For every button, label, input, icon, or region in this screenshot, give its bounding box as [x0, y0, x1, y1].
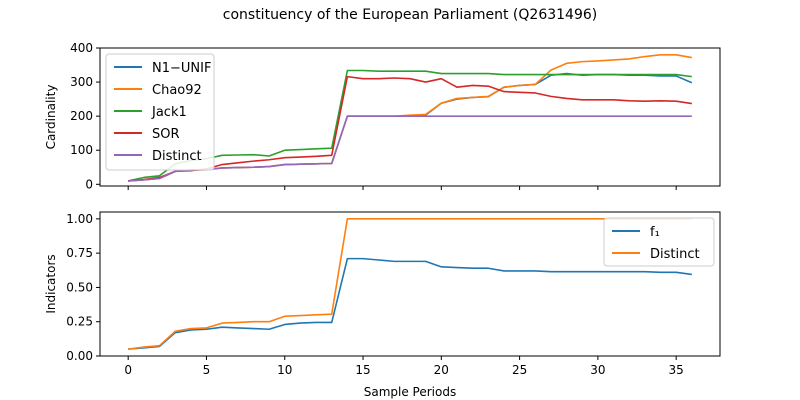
legend-label: SOR [152, 127, 180, 142]
legend: N1−UNIF Chao92 Jack1 SOR Distinct [105, 53, 215, 171]
chart-title: constituency of the European Parliament … [223, 7, 597, 23]
y-tick-label: 400 [70, 41, 93, 55]
series-line-3 [128, 75, 692, 182]
cardinality-panel: 0 100 200 300 400 Cardinality N1−UNIF Chao92 Jac… [44, 41, 721, 191]
legend-label: Chao92 [152, 83, 202, 98]
y-tick-label: 100 [70, 143, 93, 157]
series-line-1 [128, 218, 692, 350]
legend-label: f₁ [650, 225, 660, 240]
y-tick-label: 0.00 [66, 349, 93, 363]
legend-label: Jack1 [151, 105, 187, 120]
y-tick-label: 0 [85, 177, 93, 191]
y-tick-label: 300 [70, 75, 93, 89]
x-tick-label: 15 [355, 363, 370, 377]
x-tick-label: 35 [669, 363, 684, 377]
x-tick-label: 30 [590, 363, 605, 377]
x-tick-label: 25 [512, 363, 527, 377]
y-tick-label: 200 [70, 109, 93, 123]
legend-box [105, 53, 215, 171]
y-tick-label: 0.50 [66, 280, 93, 294]
y-tick-label: 1.00 [66, 212, 93, 226]
x-tick-label: 5 [203, 363, 211, 377]
indicators-panel: 0 5 10 15 20 25 30 35 0.00 0.25 0.50 0.75 1.00 Indica… [44, 211, 721, 399]
series-line-0 [128, 257, 692, 350]
plot-frame [99, 47, 721, 187]
series-line-2 [128, 69, 692, 182]
x-tick-label: 0 [124, 363, 132, 377]
y-tick-label: 0.75 [66, 246, 93, 260]
y-tick-label: 0.25 [66, 315, 93, 329]
x-tick-label: 20 [434, 363, 449, 377]
series-line-4 [128, 115, 692, 182]
plot-frame [99, 211, 721, 357]
y-axis-label: Indicators [44, 254, 58, 313]
x-axis-label: Sample Periods [364, 385, 456, 399]
legend: f₁ Distinct [603, 217, 715, 267]
legend-label: N1−UNIF [152, 61, 211, 76]
y-axis-label: Cardinality [44, 85, 58, 150]
legend-label: Distinct [152, 149, 202, 164]
legend-label: Distinct [650, 247, 700, 262]
x-tick-label: 10 [277, 363, 292, 377]
